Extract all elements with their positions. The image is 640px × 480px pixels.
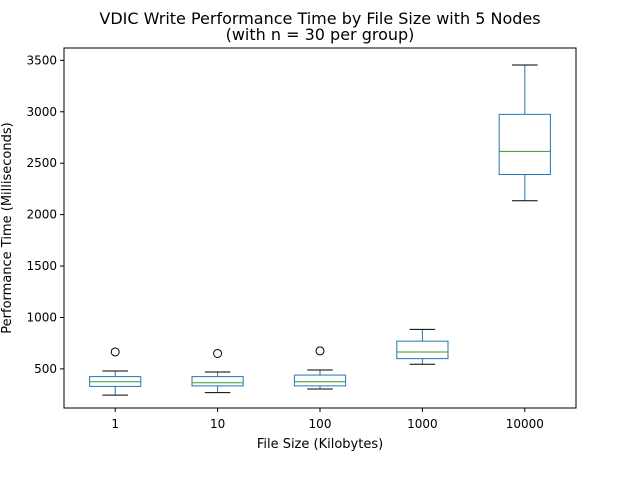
y-tick-label: 3500	[26, 53, 57, 67]
plot-area: 500 1000 1500 2000 2500 3000 3500 1 10 100 1000 100…	[26, 53, 551, 431]
iqr-box	[498, 113, 551, 176]
y-tick-label: 500	[34, 362, 57, 376]
iqr-box	[396, 340, 449, 360]
outlier-point	[315, 346, 325, 356]
outlier-point	[110, 347, 120, 357]
x-tick-label: 100	[309, 417, 332, 431]
y-axis-label: Performance Time (Milliseconds)	[0, 122, 15, 333]
iqr-box	[191, 376, 244, 387]
chart-subtitle: (with n = 30 per group)	[226, 25, 415, 44]
outlier-point	[213, 348, 223, 358]
y-tick-label: 2000	[26, 208, 57, 222]
x-tick-label: 10000	[506, 417, 544, 431]
y-tick-label: 1500	[26, 259, 57, 273]
plot-frame	[63, 47, 577, 409]
chart-title: VDIC Write Performance Time by File Size…	[99, 9, 540, 28]
y-tick-label: 2500	[26, 156, 57, 170]
x-tick-label: 10	[210, 417, 225, 431]
y-tick-label: 1000	[26, 310, 57, 324]
y-tick-label: 3000	[26, 105, 57, 119]
iqr-box	[293, 374, 347, 387]
x-tick-label: 1000	[407, 417, 438, 431]
x-axis-label: File Size (Kilobytes)	[257, 437, 383, 452]
x-tick-label: 1	[111, 417, 119, 431]
